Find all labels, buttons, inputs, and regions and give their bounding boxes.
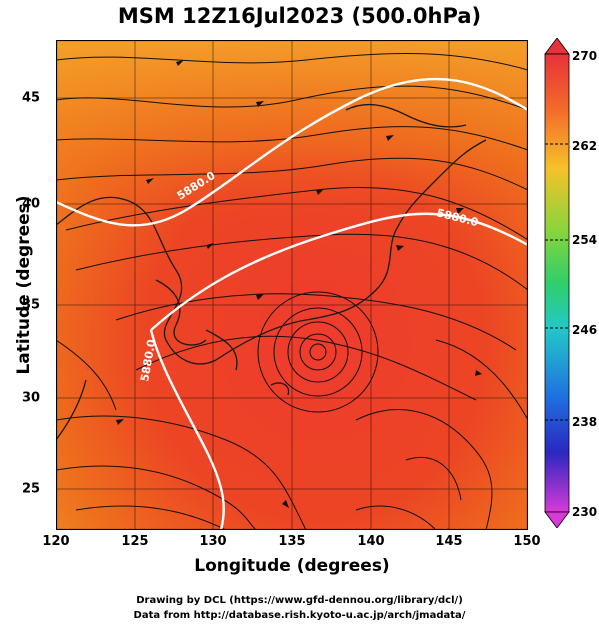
y-tick-30: 30 <box>22 390 41 406</box>
coastlines <box>56 103 487 441</box>
credit-data: Data from http://database.rish.kyoto-u.a… <box>133 610 466 621</box>
colorbar-tick-270: 270 <box>572 49 598 63</box>
y-tick-35: 35 <box>22 297 41 313</box>
colorbar-min-arrow <box>544 511 570 528</box>
credit-drawing: Drawing by DCL (https://www.gfd-dennou.o… <box>136 595 463 606</box>
cyclone-swirl <box>257 291 379 413</box>
geopotential-contours <box>56 77 528 530</box>
y-axis-label: Latitude (degrees) <box>14 195 34 375</box>
grid <box>56 40 528 530</box>
wind-arrows <box>116 60 482 508</box>
x-tick-145: 145 <box>435 534 463 549</box>
colorbar-tick-246: 246 <box>572 323 598 337</box>
x-tick-130: 130 <box>199 534 227 549</box>
y-tick-45: 45 <box>22 90 41 106</box>
x-tick-125: 125 <box>121 534 149 549</box>
x-tick-150: 150 <box>513 534 541 549</box>
colorbar <box>544 38 570 528</box>
x-tick-120: 120 <box>42 534 70 549</box>
colorbar-tick-238: 238 <box>572 415 598 429</box>
x-tick-135: 135 <box>278 534 306 549</box>
colorbar-tick-254: 254 <box>572 233 598 247</box>
colorbar-tick-230: 230 <box>572 505 598 519</box>
wind-streamlines <box>56 52 528 530</box>
y-tick-25: 25 <box>22 481 41 497</box>
y-tick-40: 40 <box>22 196 41 212</box>
colorbar-max-arrow <box>544 38 570 55</box>
map-plot: 5880.0 5880.0 5880.0 <box>56 40 528 530</box>
x-tick-140: 140 <box>357 534 385 549</box>
colorbar-gradient <box>544 53 570 513</box>
colorbar-tick-262: 262 <box>572 139 598 153</box>
x-axis-label: Longitude (degrees) <box>194 556 390 576</box>
page-title: MSM 12Z16Jul2023 (500.0hPa) <box>117 4 482 28</box>
plot-frame <box>56 40 528 530</box>
